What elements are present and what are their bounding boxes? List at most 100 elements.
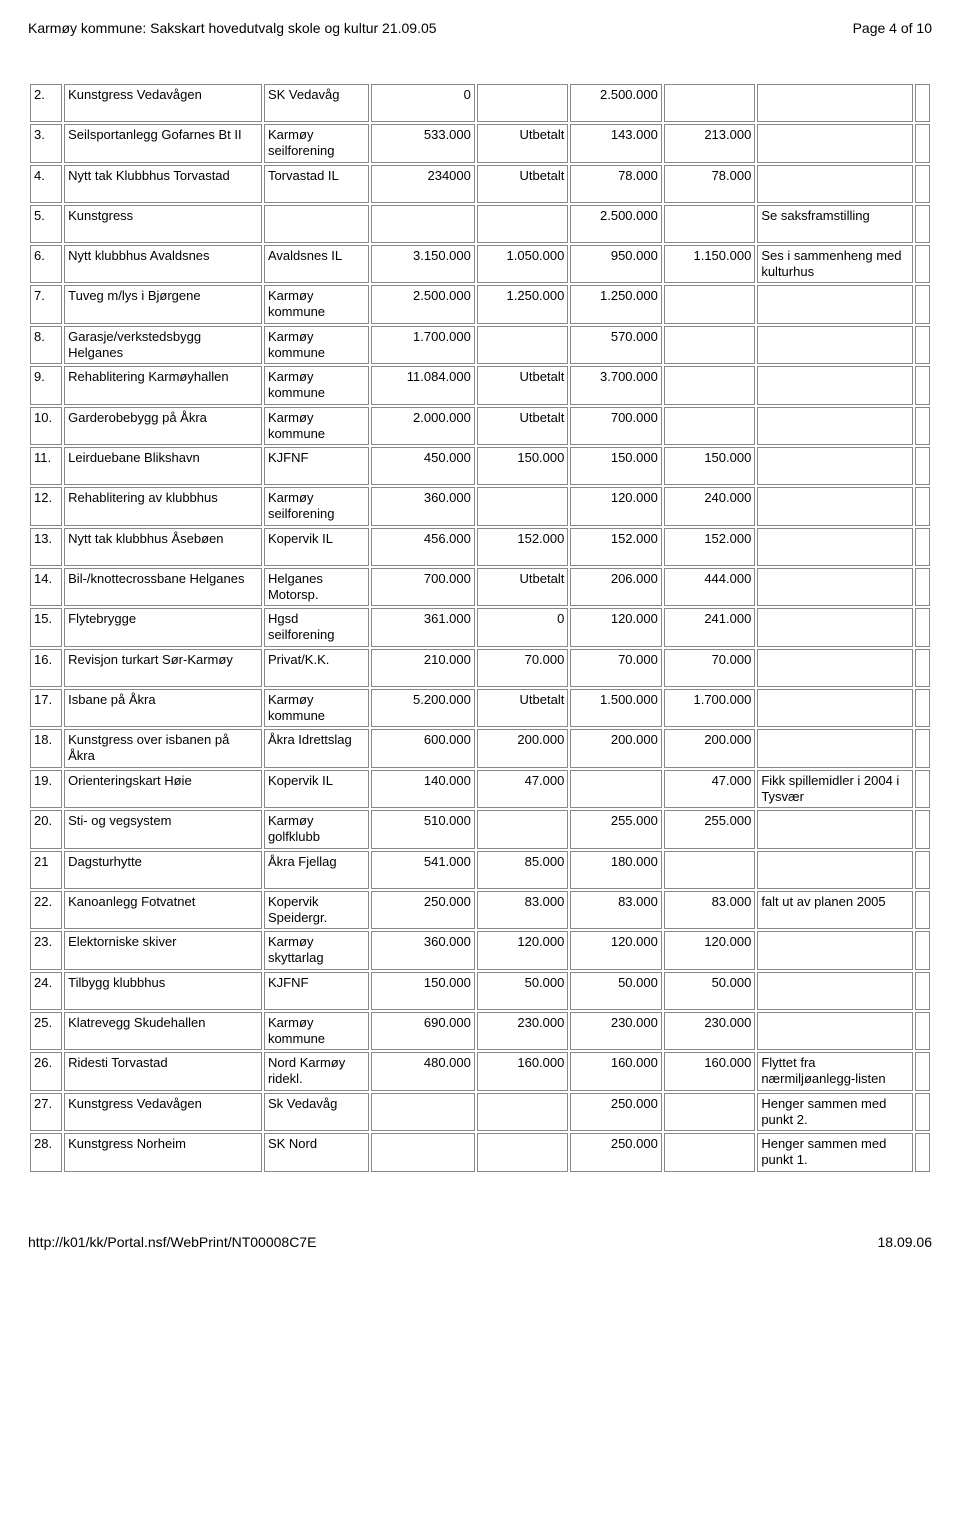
row-col6: 160.000	[664, 1052, 755, 1091]
row-col5: 78.000	[570, 165, 661, 203]
row-number: 18.	[30, 729, 62, 768]
page-footer: http://k01/kk/Portal.nsf/WebPrint/NT0000…	[28, 1234, 932, 1250]
row-org	[264, 205, 369, 243]
row-description: Klatrevegg Skudehallen	[64, 1012, 262, 1051]
row-col4: 120.000	[477, 931, 568, 970]
table-row: 6.Nytt klubbhus AvaldsnesAvaldsnes IL3.1…	[30, 245, 930, 284]
row-pad	[915, 568, 930, 607]
row-col5: 70.000	[570, 649, 661, 687]
row-col6	[664, 1093, 755, 1132]
row-col3: 360.000	[371, 487, 475, 526]
row-col4: 50.000	[477, 972, 568, 1010]
row-note	[757, 165, 913, 203]
row-org: Hgsd seilforening	[264, 608, 369, 647]
row-col4	[477, 487, 568, 526]
row-number: 2.	[30, 84, 62, 122]
row-description: Kunstgress over isbanen på Åkra	[64, 729, 262, 768]
row-description: Nytt tak klubbhus Åsebøen	[64, 528, 262, 566]
row-note	[757, 528, 913, 566]
row-org: Avaldsnes IL	[264, 245, 369, 284]
footer-right: 18.09.06	[878, 1234, 933, 1250]
table-row: 19.Orienteringskart HøieKopervik IL140.0…	[30, 770, 930, 809]
row-col3: 3.150.000	[371, 245, 475, 284]
row-col5: 83.000	[570, 891, 661, 930]
row-col6: 230.000	[664, 1012, 755, 1051]
row-col4: Utbetalt	[477, 407, 568, 446]
row-pad	[915, 649, 930, 687]
row-col3: 250.000	[371, 891, 475, 930]
row-org: Karmøy kommune	[264, 366, 369, 405]
row-note	[757, 851, 913, 889]
row-col6: 255.000	[664, 810, 755, 849]
row-col5: 950.000	[570, 245, 661, 284]
row-col3: 480.000	[371, 1052, 475, 1091]
row-note	[757, 931, 913, 970]
row-org: Åkra Idrettslag	[264, 729, 369, 768]
row-note	[757, 810, 913, 849]
row-number: 11.	[30, 447, 62, 485]
table-row: 8.Garasje/verkstedsbygg HelganesKarmøy k…	[30, 326, 930, 365]
row-org: Kopervik IL	[264, 528, 369, 566]
row-number: 4.	[30, 165, 62, 203]
row-col6	[664, 205, 755, 243]
row-col5: 120.000	[570, 487, 661, 526]
row-col5: 152.000	[570, 528, 661, 566]
row-col4: Utbetalt	[477, 568, 568, 607]
row-pad	[915, 729, 930, 768]
row-note	[757, 124, 913, 163]
header-right: Page 4 of 10	[853, 20, 932, 36]
row-col4	[477, 205, 568, 243]
row-org: Sk Vedavåg	[264, 1093, 369, 1132]
row-pad	[915, 1012, 930, 1051]
row-pad	[915, 528, 930, 566]
row-number: 23.	[30, 931, 62, 970]
row-note	[757, 729, 913, 768]
row-col3: 5.200.000	[371, 689, 475, 728]
row-pad	[915, 851, 930, 889]
row-col4	[477, 326, 568, 365]
row-col6	[664, 851, 755, 889]
row-number: 14.	[30, 568, 62, 607]
row-description: Garderobebygg på Åkra	[64, 407, 262, 446]
row-col4: 1.050.000	[477, 245, 568, 284]
row-col5: 2.500.000	[570, 84, 661, 122]
row-number: 7.	[30, 285, 62, 324]
row-col4	[477, 84, 568, 122]
row-col3: 1.700.000	[371, 326, 475, 365]
row-number: 8.	[30, 326, 62, 365]
row-description: Nytt tak Klubbhus Torvastad	[64, 165, 262, 203]
row-description: Tilbygg klubbhus	[64, 972, 262, 1010]
table-row: 7.Tuveg m/lys i BjørgeneKarmøy kommune2.…	[30, 285, 930, 324]
row-pad	[915, 931, 930, 970]
row-pad	[915, 124, 930, 163]
row-description: Dagsturhytte	[64, 851, 262, 889]
row-description: Flytebrygge	[64, 608, 262, 647]
row-note	[757, 366, 913, 405]
table-row: 11.Leirduebane BlikshavnKJFNF450.000150.…	[30, 447, 930, 485]
row-number: 20.	[30, 810, 62, 849]
row-note: falt ut av planen 2005	[757, 891, 913, 930]
row-note	[757, 972, 913, 1010]
row-col4: Utbetalt	[477, 124, 568, 163]
row-col3: 456.000	[371, 528, 475, 566]
row-description: Garasje/verkstedsbygg Helganes	[64, 326, 262, 365]
row-col3: 361.000	[371, 608, 475, 647]
row-number: 22.	[30, 891, 62, 930]
row-col6	[664, 1133, 755, 1172]
row-number: 16.	[30, 649, 62, 687]
row-col5: 2.500.000	[570, 205, 661, 243]
row-org: Åkra Fjellag	[264, 851, 369, 889]
row-org: Karmøy kommune	[264, 1012, 369, 1051]
row-col4: 160.000	[477, 1052, 568, 1091]
row-col5: 1.500.000	[570, 689, 661, 728]
row-pad	[915, 1052, 930, 1091]
row-description: Leirduebane Blikshavn	[64, 447, 262, 485]
row-pad	[915, 810, 930, 849]
row-col4: Utbetalt	[477, 366, 568, 405]
row-description: Nytt klubbhus Avaldsnes	[64, 245, 262, 284]
row-pad	[915, 245, 930, 284]
table-row: 12.Rehablitering av klubbhusKarmøy seilf…	[30, 487, 930, 526]
row-col6: 1.150.000	[664, 245, 755, 284]
row-org: Karmøy kommune	[264, 285, 369, 324]
row-description: Bil-/knottecrossbane Helganes	[64, 568, 262, 607]
